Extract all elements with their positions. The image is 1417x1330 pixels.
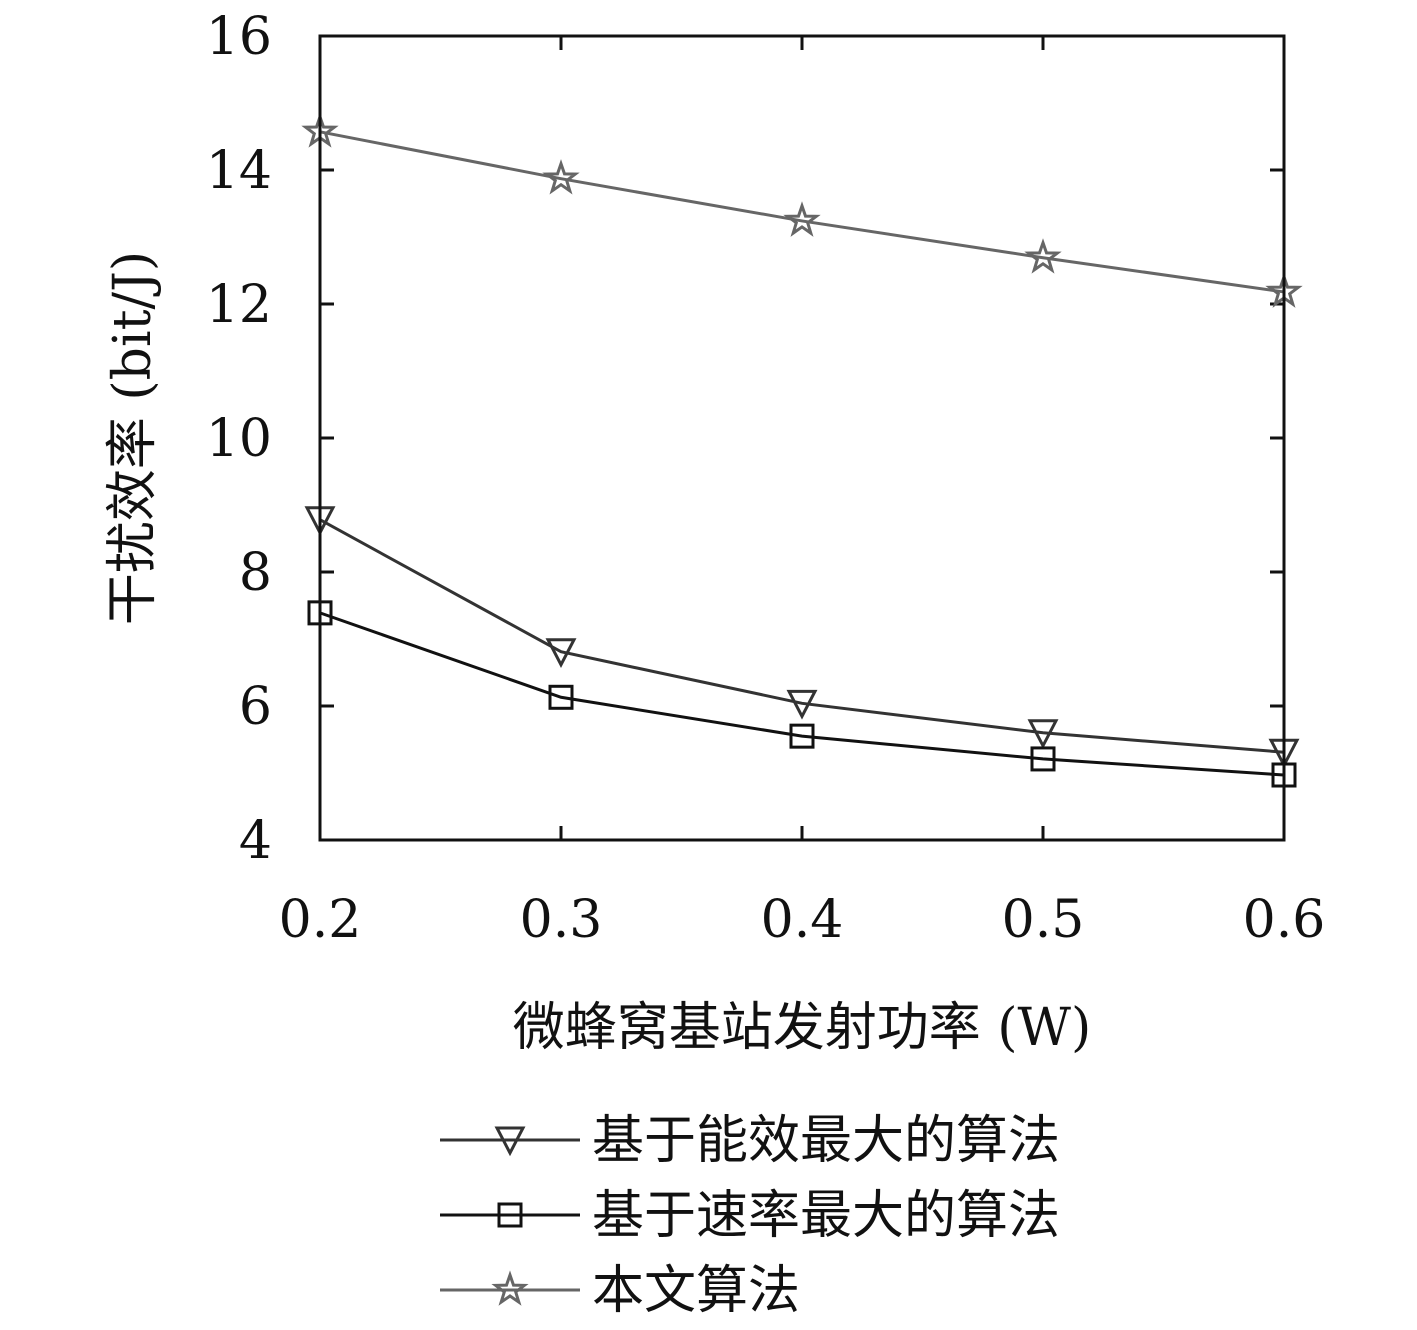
x-axis-label: 微蜂窝基站发射功率 (W) bbox=[513, 998, 1092, 1058]
y-tick-label: 12 bbox=[206, 275, 272, 335]
series-line bbox=[319, 130, 1285, 294]
x-tick-label: 0.2 bbox=[279, 890, 362, 950]
y-tick-label: 10 bbox=[206, 409, 272, 469]
triangle-down-marker bbox=[494, 1126, 526, 1157]
square-marker bbox=[548, 684, 574, 710]
star-marker bbox=[783, 201, 821, 237]
y-axis-label: 干扰效率 (bit/J) bbox=[103, 251, 163, 625]
star-marker bbox=[1024, 238, 1062, 274]
legend-label: 基于速率最大的算法 bbox=[592, 1186, 1060, 1246]
series-square bbox=[307, 600, 1297, 788]
star-marker bbox=[491, 1270, 529, 1306]
triangle-down-marker bbox=[1027, 719, 1059, 750]
x-tick-label: 0.5 bbox=[1002, 890, 1085, 950]
square-marker bbox=[1030, 746, 1056, 772]
series-triangle-down bbox=[304, 506, 1300, 769]
legend-label: 本文算法 bbox=[592, 1261, 800, 1321]
plot-area-frame bbox=[318, 34, 1286, 842]
star-marker bbox=[542, 159, 580, 195]
x-tick-label: 0.6 bbox=[1243, 890, 1326, 950]
y-tick-label: 6 bbox=[239, 677, 272, 737]
x-tick-label: 0.3 bbox=[520, 890, 603, 950]
y-tick-label: 8 bbox=[239, 543, 272, 603]
triangle-down-marker bbox=[786, 689, 818, 720]
x-tick-label: 0.4 bbox=[761, 890, 844, 950]
series-star bbox=[301, 112, 1303, 308]
legend-label: 基于能效最大的算法 bbox=[592, 1111, 1060, 1171]
square-marker bbox=[497, 1202, 523, 1228]
series-line bbox=[319, 611, 1285, 777]
square-marker bbox=[789, 723, 815, 749]
triangle-down-marker bbox=[545, 638, 577, 668]
y-tick-label: 4 bbox=[239, 811, 272, 871]
y-tick-label: 14 bbox=[206, 141, 272, 201]
series-line bbox=[319, 518, 1285, 754]
y-tick-label: 16 bbox=[206, 7, 272, 67]
